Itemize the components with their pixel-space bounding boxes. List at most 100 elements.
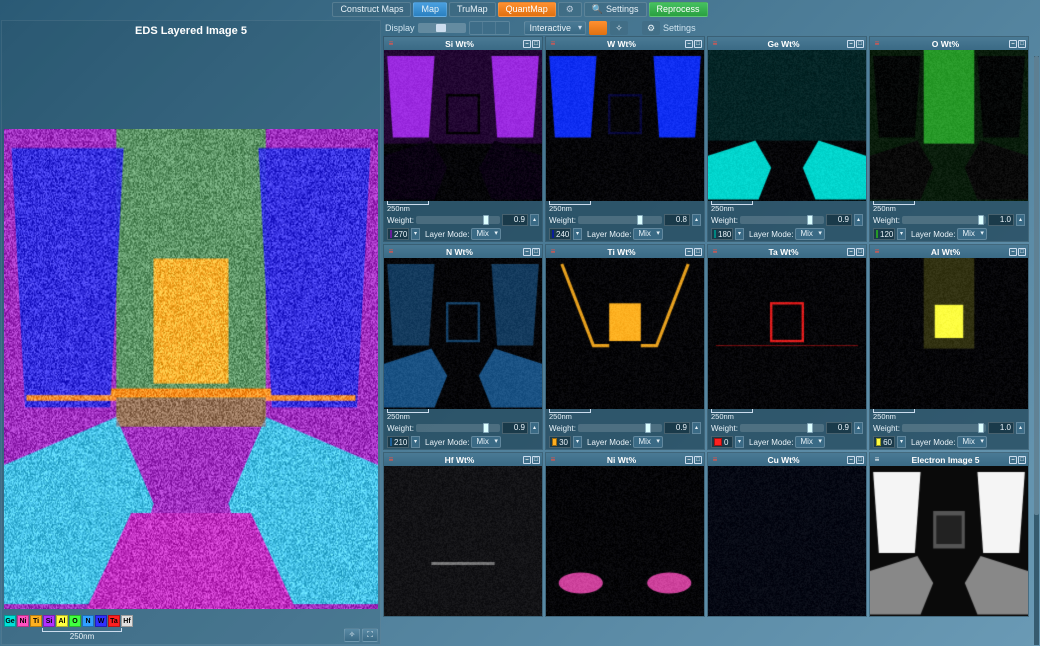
map-image[interactable] (384, 466, 542, 616)
weight-slider[interactable] (416, 216, 500, 224)
weight-stepper[interactable]: ▴ (1016, 422, 1025, 434)
trumap-tab[interactable]: TruMap (449, 2, 496, 17)
map-image[interactable] (870, 258, 1028, 409)
weight-stepper[interactable]: ▴ (692, 422, 701, 434)
map-card-header[interactable]: ≡ Al Wt% –□ (870, 245, 1028, 258)
element-chip-hf[interactable]: Hf (121, 615, 133, 627)
weight-value[interactable]: 0.9 (826, 214, 852, 226)
maximize-icon[interactable]: □ (532, 456, 540, 464)
layer-mode-dropdown[interactable]: Mix (957, 228, 986, 240)
minimize-icon[interactable]: – (685, 40, 693, 48)
weight-slider[interactable] (416, 424, 500, 432)
element-chip-ge[interactable]: Ge (4, 615, 16, 627)
weight-slider[interactable] (902, 216, 986, 224)
map-card-header[interactable]: ≡ Cu Wt% –□ (708, 453, 866, 466)
weight-slider[interactable] (578, 216, 662, 224)
weight-value[interactable]: 0.9 (502, 422, 528, 434)
maximize-icon[interactable]: □ (1018, 456, 1026, 464)
hue-dropdown[interactable]: ▾ (411, 228, 420, 240)
hue-dropdown[interactable]: ▾ (573, 228, 582, 240)
hue-value[interactable]: 0 (711, 436, 733, 448)
vertical-scrollbar[interactable] (1034, 56, 1039, 645)
map-image[interactable] (546, 258, 704, 409)
maximize-icon[interactable]: □ (694, 248, 702, 256)
map-image[interactable] (870, 50, 1028, 201)
minimize-icon[interactable]: – (847, 456, 855, 464)
hue-dropdown[interactable]: ▾ (735, 436, 744, 448)
weight-value[interactable]: 1.0 (988, 214, 1014, 226)
reprocess-button[interactable]: Reprocess (649, 2, 708, 17)
map-image[interactable] (384, 258, 542, 409)
hue-dropdown[interactable]: ▾ (735, 228, 744, 240)
map-image[interactable] (546, 50, 704, 201)
maximize-icon[interactable]: □ (856, 40, 864, 48)
link-views-button[interactable] (589, 21, 607, 35)
maximize-icon[interactable]: □ (856, 456, 864, 464)
map-image[interactable] (708, 466, 866, 616)
weight-value[interactable]: 0.8 (664, 214, 690, 226)
hue-value[interactable]: 60 (873, 436, 895, 448)
minimize-icon[interactable]: – (523, 40, 531, 48)
element-chip-ta[interactable]: Ta (108, 615, 120, 627)
mode-dropdown[interactable]: Interactive (524, 21, 587, 35)
map-card-header[interactable]: ≡ Ni Wt% –□ (546, 453, 704, 466)
weight-value[interactable]: 0.9 (502, 214, 528, 226)
minimize-icon[interactable]: – (523, 248, 531, 256)
toolbar-settings-label[interactable]: Settings (663, 23, 696, 33)
minimize-icon[interactable]: – (685, 248, 693, 256)
maximize-icon[interactable]: □ (1018, 248, 1026, 256)
minimize-icon[interactable]: – (1009, 40, 1017, 48)
minimize-icon[interactable]: – (1009, 248, 1017, 256)
hue-value[interactable]: 210 (387, 436, 409, 448)
maximize-icon[interactable]: □ (532, 248, 540, 256)
map-card-header[interactable]: ≡ N Wt% –□ (384, 245, 542, 258)
weight-stepper[interactable]: ▴ (854, 214, 863, 226)
map-tab[interactable]: Map (413, 2, 447, 17)
weight-slider[interactable] (578, 424, 662, 432)
hue-value[interactable]: 180 (711, 228, 733, 240)
layout-segmented[interactable] (469, 21, 510, 35)
minimize-icon[interactable]: – (847, 40, 855, 48)
element-chip-ni[interactable]: Ni (17, 615, 29, 627)
maximize-icon[interactable]: □ (694, 456, 702, 464)
layer-mode-dropdown[interactable]: Mix (795, 228, 824, 240)
hue-value[interactable]: 30 (549, 436, 571, 448)
hue-dropdown[interactable]: ▾ (897, 436, 906, 448)
element-chip-al[interactable]: Al (56, 615, 68, 627)
hue-value[interactable]: 120 (873, 228, 895, 240)
weight-stepper[interactable]: ▴ (854, 422, 863, 434)
weight-slider[interactable] (740, 216, 824, 224)
map-image[interactable] (384, 50, 542, 201)
element-chip-w[interactable]: W (95, 615, 107, 627)
map-card-header[interactable]: ≡ Electron Image 5 –□ (870, 453, 1028, 466)
layer-mode-dropdown[interactable]: Mix (471, 436, 500, 448)
weight-stepper[interactable]: ▴ (530, 422, 539, 434)
weight-value[interactable]: 0.9 (826, 422, 852, 434)
weight-stepper[interactable]: ▴ (1016, 214, 1025, 226)
map-card-header[interactable]: ≡ Hf Wt% –□ (384, 453, 542, 466)
maximize-icon[interactable]: □ (694, 40, 702, 48)
map-card-header[interactable]: ≡ Si Wt% –□ (384, 37, 542, 50)
maximize-icon[interactable]: □ (1018, 40, 1026, 48)
element-chip-ti[interactable]: Ti (30, 615, 42, 627)
hue-dropdown[interactable]: ▾ (897, 228, 906, 240)
expand-button[interactable]: ⛶ (362, 628, 378, 642)
layered-image-preview[interactable] (4, 129, 378, 609)
construct-maps-tab[interactable]: Construct Maps (332, 2, 411, 17)
quantmap-tab[interactable]: QuantMap (498, 2, 556, 17)
auto-adjust-button[interactable]: ✧ (610, 21, 628, 35)
maximize-icon[interactable]: □ (532, 40, 540, 48)
map-card-header[interactable]: ≡ Ta Wt% –□ (708, 245, 866, 258)
map-image[interactable] (870, 466, 1028, 616)
layer-mode-dropdown[interactable]: Mix (471, 228, 500, 240)
map-image[interactable] (708, 50, 866, 201)
layer-mode-dropdown[interactable]: Mix (633, 228, 662, 240)
hue-dropdown[interactable]: ▾ (573, 436, 582, 448)
weight-slider[interactable] (902, 424, 986, 432)
maximize-icon[interactable]: □ (856, 248, 864, 256)
minimize-icon[interactable]: – (523, 456, 531, 464)
top-settings-gear-button[interactable]: ⚙ (558, 2, 582, 17)
weight-value[interactable]: 0.9 (664, 422, 690, 434)
minimize-icon[interactable]: – (847, 248, 855, 256)
weight-value[interactable]: 1.0 (988, 422, 1014, 434)
